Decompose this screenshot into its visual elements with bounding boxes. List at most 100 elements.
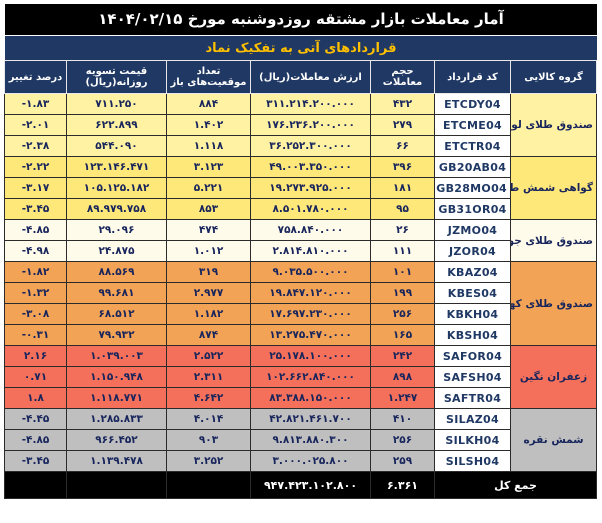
table-row: SILSH04 ۲۵۹ ۳.۰۰۰.۰۲۵.۸۰۰ ۳.۲۵۲ ۱.۱۳۹.۴۷… xyxy=(4,450,597,472)
contract-code-cell: KBSH04 xyxy=(434,324,511,346)
futures-contracts-table: گروه کالایی کد قرارداد حجم معاملات ارزش … xyxy=(4,60,597,499)
footer-empty-cell xyxy=(4,471,67,499)
settlement-price-cell: ۷۱۱.۲۵۰ xyxy=(66,93,167,115)
commodity-group-cell: شمش نقره xyxy=(510,408,597,472)
settlement-price-cell: ۲۴.۸۷۵ xyxy=(66,240,167,262)
open-positions-cell: ۹۰۳ xyxy=(166,429,251,451)
volume-cell: ۶۶ xyxy=(370,135,435,157)
percent-change-cell: -۴.۸۵ xyxy=(4,219,67,241)
table-row: گواهی شمش طلا GB20AB04 ۳۹۶ ۴۹.۰۰۳.۳۵۰.۰۰… xyxy=(4,156,597,220)
settlement-price-cell: ۶۸.۵۱۲ xyxy=(66,303,167,325)
settlement-price-cell: ۱.۱۱۸.۷۷۱ xyxy=(66,387,167,409)
settlement-price-cell: ۹۶۶.۴۵۲ xyxy=(66,429,167,451)
value-cell: ۱۷.۶۹۷.۲۳۰.۰۰۰ xyxy=(250,303,371,325)
volume-cell: ۱۶۵ xyxy=(370,324,435,346)
open-positions-cell: ۲.۵۲۲ xyxy=(166,345,251,367)
volume-cell: ۲۵۶ xyxy=(370,429,435,451)
header-contract-code: کد قرارداد xyxy=(434,60,511,94)
percent-change-cell: ۱.۸ xyxy=(4,387,67,409)
percent-change-cell: -۱.۳۲ xyxy=(4,282,67,304)
contract-code-cell: KBES04 xyxy=(434,282,511,304)
contract-code-cell: ETCTR04 xyxy=(434,135,511,157)
contract-code-cell: KBAZ04 xyxy=(434,261,511,283)
volume-cell: ۲۵۶ xyxy=(370,303,435,325)
header-settlement-price: قیمت تسویه روزانه(ریال) xyxy=(66,60,167,94)
percent-change-cell: -۲.۳۸ xyxy=(4,135,67,157)
value-cell: ۱۳.۲۷۵.۴۷۰.۰۰۰ xyxy=(250,324,371,346)
contract-code-cell: SAFSH04 xyxy=(434,366,511,388)
open-positions-cell: ۱.۰۱۲ xyxy=(166,240,251,262)
percent-change-cell: -۴.۴۵ xyxy=(4,408,67,430)
volume-cell: ۴۳۲ xyxy=(370,93,435,115)
volume-cell: ۲۴۲ xyxy=(370,345,435,367)
header-volume: حجم معاملات xyxy=(370,60,435,94)
table-row: GB28MO04 ۱۸۱ ۱۹.۲۷۳.۹۲۵.۰۰۰ ۵.۲۲۱ ۱۰۵.۱۲… xyxy=(4,177,597,199)
settlement-price-cell: ۵۴۴.۰۹۰ xyxy=(66,135,167,157)
value-cell: ۲۵.۱۷۸.۱۰۰.۰۰۰ xyxy=(250,345,371,367)
settlement-price-cell: ۸۸.۵۶۹ xyxy=(66,261,167,283)
report-title: آمار معاملات بازار مشتقه روزدوشنبه مورخ … xyxy=(5,4,597,35)
header-value: ارزش معاملات(ریال) xyxy=(250,60,371,94)
open-positions-cell: ۸۸۴ xyxy=(166,93,251,115)
percent-change-cell: -۳.۴۵ xyxy=(4,450,67,472)
open-positions-cell: ۲.۹۷۷ xyxy=(166,282,251,304)
value-cell: ۱۹.۲۷۳.۹۲۵.۰۰۰ xyxy=(250,177,371,199)
commodity-group-cell: صندوق طلای کهربا xyxy=(510,261,597,346)
commodity-group-cell: صندوق طلای جواهر xyxy=(510,219,597,262)
volume-cell: ۱۹۹ xyxy=(370,282,435,304)
volume-cell: ۲۶ xyxy=(370,219,435,241)
table-row: SAFSH04 ۸۹۸ ۱۰۲.۶۶۲.۸۴۰.۰۰۰ ۲.۳۱۱ ۱.۱۵۰.… xyxy=(4,366,597,388)
value-cell: ۹.۰۳۵.۵۰۰.۰۰۰ xyxy=(250,261,371,283)
open-positions-cell: ۴.۶۴۲ xyxy=(166,387,251,409)
settlement-price-cell: ۱.۲۸۵.۸۳۳ xyxy=(66,408,167,430)
settlement-price-cell: ۶۲۲.۸۹۹ xyxy=(66,114,167,136)
value-cell: ۱۹.۸۴۷.۱۲۰.۰۰۰ xyxy=(250,282,371,304)
table-row: KBES04 ۱۹۹ ۱۹.۸۴۷.۱۲۰.۰۰۰ ۲.۹۷۷ ۹۹.۶۸۱ -… xyxy=(4,282,597,304)
settlement-price-cell: ۹۹.۶۸۱ xyxy=(66,282,167,304)
table-row: شمش نقره SILAZ04 ۴۱۰ ۴۲.۸۲۱.۴۶۱.۷۰۰ ۴.۰۱… xyxy=(4,408,597,472)
value-cell: ۹.۸۱۳.۸۸۰.۳۰۰ xyxy=(250,429,371,451)
value-cell: ۲.۸۱۴.۸۱۰.۰۰۰ xyxy=(250,240,371,262)
settlement-price-cell: ۱۰۵.۱۲۵.۱۸۲ xyxy=(66,177,167,199)
contract-code-cell: ETCME04 xyxy=(434,114,511,136)
percent-change-cell: -۳.۴۵ xyxy=(4,198,67,220)
contract-code-cell: KBKH04 xyxy=(434,303,511,325)
report-subtitle: قراردادهای آتی به تفکیک نماد xyxy=(5,35,597,60)
commodity-group-cell: صندوق طلای لوتوس xyxy=(510,93,597,157)
contract-code-cell: GB28MO04 xyxy=(434,177,511,199)
volume-cell: ۱.۲۴۷ xyxy=(370,387,435,409)
value-cell: ۴۹.۰۰۳.۳۵۰.۰۰۰ xyxy=(250,156,371,178)
table-row: GB31OR04 ۹۵ ۸.۵۰۱.۷۸۰.۰۰۰ ۸۵۳ ۸۹.۹۷۹.۷۵۸… xyxy=(4,198,597,220)
contract-code-cell: SILAZ04 xyxy=(434,408,511,430)
settlement-price-cell: ۱.۰۳۹.۰۰۳ xyxy=(66,345,167,367)
table-row: KBKH04 ۲۵۶ ۱۷.۶۹۷.۲۳۰.۰۰۰ ۱.۱۸۲ ۶۸.۵۱۲ -… xyxy=(4,303,597,325)
settlement-price-cell: ۸۹.۹۷۹.۷۵۸ xyxy=(66,198,167,220)
open-positions-cell: ۸۵۳ xyxy=(166,198,251,220)
grand-total-volume: ۶.۳۶۱ xyxy=(370,471,435,499)
open-positions-cell: ۱.۱۱۸ xyxy=(166,135,251,157)
settlement-price-cell: ۱۲۳.۱۴۶.۴۷۱ xyxy=(66,156,167,178)
percent-change-cell: -۲.۰۱ xyxy=(4,114,67,136)
value-cell: ۴۲.۸۲۱.۴۶۱.۷۰۰ xyxy=(250,408,371,430)
value-cell: ۳۶.۲۵۲.۳۰۰.۰۰۰ xyxy=(250,135,371,157)
grand-total-label: جمع کل xyxy=(434,471,597,499)
table-row: ETCTR04 ۶۶ ۳۶.۲۵۲.۳۰۰.۰۰۰ ۱.۱۱۸ ۵۴۴.۰۹۰ … xyxy=(4,135,597,157)
contract-code-cell: SAFOR04 xyxy=(434,345,511,367)
contract-code-cell: SILSH04 xyxy=(434,450,511,472)
table-footer-row: جمع کل ۶.۳۶۱ ۹۴۷.۴۲۳.۱۰۲.۸۰۰ xyxy=(4,471,597,499)
value-cell: ۱۷۶.۲۳۶.۲۰۰.۰۰۰ xyxy=(250,114,371,136)
commodity-group-cell: زعفران نگین xyxy=(510,345,597,409)
volume-cell: ۳۹۶ xyxy=(370,156,435,178)
volume-cell: ۲۵۹ xyxy=(370,450,435,472)
open-positions-cell: ۱.۴۰۲ xyxy=(166,114,251,136)
header-percent-change: درصد تغییر xyxy=(4,60,67,94)
footer-empty-cell xyxy=(166,471,251,499)
contract-code-cell: ETCDY04 xyxy=(434,93,511,115)
percent-change-cell: -۱.۸۳ xyxy=(4,93,67,115)
open-positions-cell: ۳۱۹ xyxy=(166,261,251,283)
percent-change-cell: -۲.۲۲ xyxy=(4,156,67,178)
volume-cell: ۲۷۹ xyxy=(370,114,435,136)
table-row: زعفران نگین SAFOR04 ۲۴۲ ۲۵.۱۷۸.۱۰۰.۰۰۰ ۲… xyxy=(4,345,597,409)
contract-code-cell: SILKH04 xyxy=(434,429,511,451)
percent-change-cell: -۳.۰۸ xyxy=(4,303,67,325)
